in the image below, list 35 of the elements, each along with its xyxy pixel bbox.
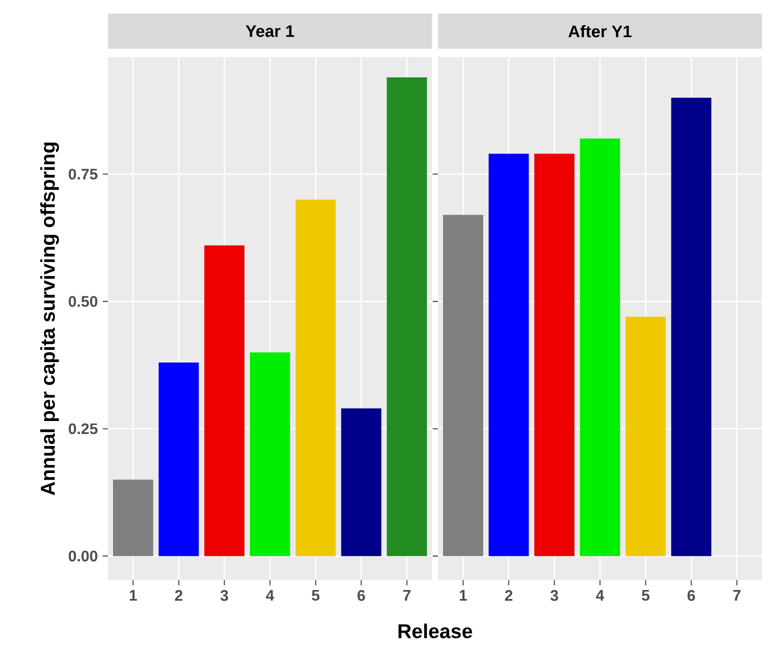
bar <box>626 316 666 556</box>
y-tick-label: 0.25 <box>68 423 98 434</box>
y-tick-label: 0.50 <box>68 296 98 307</box>
bar <box>443 214 484 556</box>
y-tick-label: 0.75 <box>68 168 98 180</box>
bar <box>580 138 620 556</box>
bar <box>534 154 574 556</box>
x-tick-label: 1 <box>460 590 467 601</box>
x-tick-label: 4 <box>266 590 274 601</box>
bar <box>488 154 529 556</box>
x-tick-label: 7 <box>733 590 740 601</box>
y-tick-label: 0.00 <box>68 550 98 562</box>
bar <box>341 408 382 556</box>
bar <box>204 245 244 556</box>
chart-title: Year 1 <box>246 25 294 38</box>
y-axis-title: Annual per capita surviving offspring <box>40 142 59 496</box>
x-tick-label: 2 <box>504 590 512 601</box>
bar <box>296 200 336 556</box>
x-tick-label: 5 <box>312 590 320 601</box>
x-tick-label: 3 <box>220 590 228 601</box>
bar <box>671 98 712 556</box>
x-tick-label: 6 <box>358 590 365 601</box>
x-tick-label: 3 <box>550 590 558 601</box>
x-tick-label: 5 <box>642 590 650 601</box>
x-axis-title: Release <box>398 624 472 638</box>
x-tick-label: 2 <box>174 590 182 601</box>
chart-title: After Y1 <box>568 25 632 38</box>
bar <box>386 77 427 556</box>
bar <box>158 362 199 556</box>
bar <box>113 480 154 556</box>
x-tick-label: 1 <box>130 590 137 601</box>
x-tick-label: 4 <box>596 590 604 601</box>
x-tick-label: 7 <box>403 590 410 601</box>
bar <box>250 352 290 556</box>
x-tick-label: 6 <box>688 590 695 601</box>
